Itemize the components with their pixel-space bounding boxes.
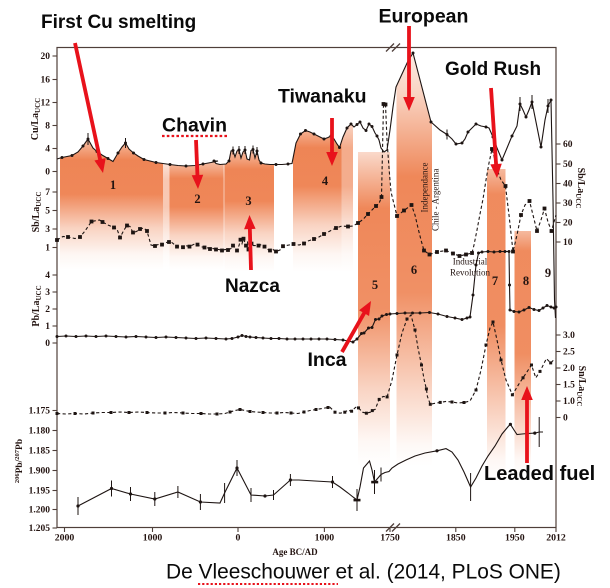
svg-text:Inca: Inca: [308, 349, 347, 371]
svg-text:1000: 1000: [315, 533, 335, 544]
svg-text:De Vleeschouwer et al. (2014,: De Vleeschouwer et al. (2014, PLoS ONE): [166, 561, 561, 584]
svg-text:1: 1: [45, 322, 50, 332]
svg-text:2.0: 2.0: [563, 364, 575, 374]
svg-text:1000: 1000: [143, 533, 163, 544]
svg-text:1: 1: [45, 244, 50, 254]
svg-text:4: 4: [45, 271, 50, 281]
svg-text:20: 20: [563, 219, 573, 229]
svg-text:1.185: 1.185: [29, 447, 51, 457]
svg-text:1.0: 1.0: [563, 397, 575, 407]
svg-text:3: 3: [245, 194, 251, 208]
svg-text:8: 8: [523, 274, 529, 288]
svg-text:Tiwanaku: Tiwanaku: [278, 86, 367, 108]
svg-text:5: 5: [45, 207, 50, 217]
svg-text:Revolution: Revolution: [450, 268, 490, 278]
svg-text:Sb/LaUCC: Sb/LaUCC: [31, 192, 43, 233]
svg-text:Independance: Independance: [420, 163, 430, 213]
svg-text:16: 16: [41, 76, 51, 86]
svg-text:1.180: 1.180: [29, 427, 51, 437]
svg-text:Sn/LaUCC: Sn/LaUCC: [575, 366, 587, 407]
svg-text:3: 3: [45, 225, 50, 235]
svg-text:50: 50: [563, 160, 573, 170]
svg-text:1750: 1750: [380, 533, 400, 544]
svg-text:60: 60: [563, 140, 573, 150]
svg-text:Chile - Argentina: Chile - Argentina: [431, 169, 441, 231]
svg-text:0: 0: [563, 414, 568, 424]
svg-text:1: 1: [110, 178, 116, 192]
svg-text:3.0: 3.0: [563, 331, 575, 341]
svg-text:206Pb/207Pb: 206Pb/207Pb: [14, 439, 25, 483]
svg-text:6: 6: [411, 263, 417, 277]
svg-text:Nazca: Nazca: [225, 276, 280, 297]
svg-text:8: 8: [45, 122, 50, 132]
svg-text:7: 7: [45, 188, 50, 198]
svg-text:Leaded fuel: Leaded fuel: [484, 463, 595, 485]
svg-text:1850: 1850: [446, 533, 466, 544]
svg-text:4: 4: [45, 145, 50, 155]
svg-text:1.5: 1.5: [563, 381, 575, 391]
svg-text:10: 10: [563, 238, 573, 248]
svg-text:2012: 2012: [546, 533, 566, 544]
svg-text:Cu/LaUCC: Cu/LaUCC: [30, 98, 42, 140]
svg-text:9: 9: [545, 266, 551, 280]
svg-text:Pb/LaUCC: Pb/LaUCC: [31, 285, 43, 326]
svg-text:Age BC/AD: Age BC/AD: [272, 547, 318, 557]
svg-text:0: 0: [45, 339, 50, 349]
svg-text:1.900: 1.900: [29, 467, 51, 477]
svg-text:Gold Rush: Gold Rush: [445, 59, 541, 80]
svg-text:1.205: 1.205: [29, 524, 51, 534]
svg-text:2.5: 2.5: [563, 348, 575, 358]
svg-text:1.195: 1.195: [29, 487, 51, 497]
svg-text:2: 2: [194, 192, 200, 206]
svg-text:2: 2: [45, 305, 50, 315]
svg-text:30: 30: [563, 199, 573, 209]
svg-text:1950: 1950: [505, 533, 525, 544]
svg-text:0: 0: [236, 533, 241, 544]
svg-text:40: 40: [563, 180, 573, 190]
svg-text:Chavin: Chavin: [162, 115, 227, 137]
svg-text:1.175: 1.175: [29, 407, 51, 417]
svg-text:Industrial: Industrial: [453, 257, 488, 267]
svg-text:1.200: 1.200: [29, 506, 51, 516]
svg-text:12: 12: [41, 99, 51, 109]
svg-text:2000: 2000: [55, 533, 75, 544]
svg-text:4: 4: [322, 174, 329, 188]
svg-text:3: 3: [45, 288, 50, 298]
svg-text:European: European: [379, 6, 469, 28]
svg-text:Sb/LaUCC: Sb/LaUCC: [574, 168, 586, 209]
svg-text:5: 5: [372, 278, 378, 292]
svg-text:20: 20: [41, 52, 51, 62]
svg-text:0: 0: [45, 168, 50, 178]
svg-text:First Cu smelting: First Cu smelting: [41, 12, 196, 33]
svg-text:7: 7: [492, 274, 498, 288]
